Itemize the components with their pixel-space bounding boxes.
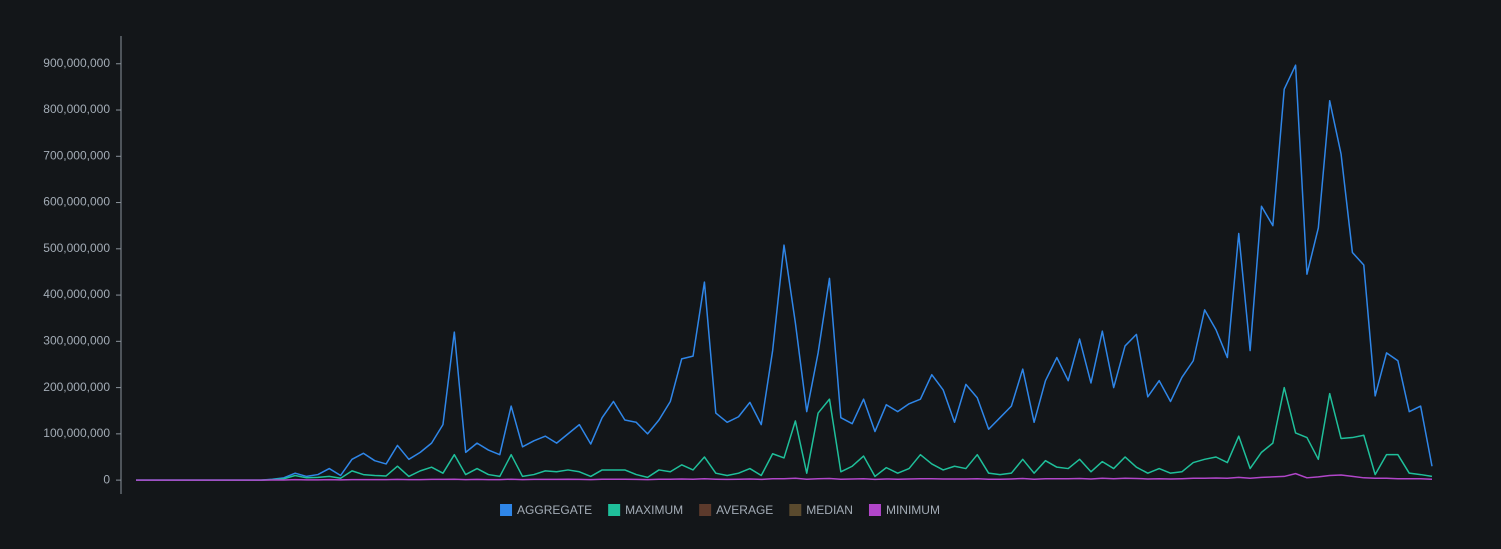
- y-tick-label: 400,000,000: [43, 287, 110, 301]
- y-tick-label: 500,000,000: [43, 241, 110, 255]
- legend-swatch[interactable]: [699, 504, 712, 516]
- y-tick-label: 100,000,000: [43, 426, 110, 440]
- y-tick-label: 300,000,000: [43, 334, 110, 348]
- legend-label[interactable]: MEDIAN: [806, 503, 853, 517]
- series-line: [136, 472, 1433, 481]
- legend-label[interactable]: MINIMUM: [886, 503, 940, 517]
- y-tick-label: 200,000,000: [43, 380, 110, 394]
- y-tick-label: 600,000,000: [43, 195, 110, 209]
- series-line: [136, 64, 1433, 481]
- legend-label[interactable]: AGGREGATE: [517, 503, 592, 517]
- y-tick-label: 700,000,000: [43, 148, 110, 162]
- series-line: [136, 386, 1433, 481]
- legend-swatch[interactable]: [500, 504, 513, 516]
- legend-label[interactable]: MAXIMUM: [625, 503, 683, 517]
- y-tick-label: 0: [103, 472, 110, 486]
- legend-swatch[interactable]: [608, 504, 621, 516]
- y-tick-label: 800,000,000: [43, 102, 110, 116]
- legend-swatch[interactable]: [789, 504, 802, 516]
- legend-swatch[interactable]: [868, 504, 881, 516]
- y-tick-label: 900,000,000: [43, 56, 110, 70]
- legend-label[interactable]: AVERAGE: [716, 503, 773, 517]
